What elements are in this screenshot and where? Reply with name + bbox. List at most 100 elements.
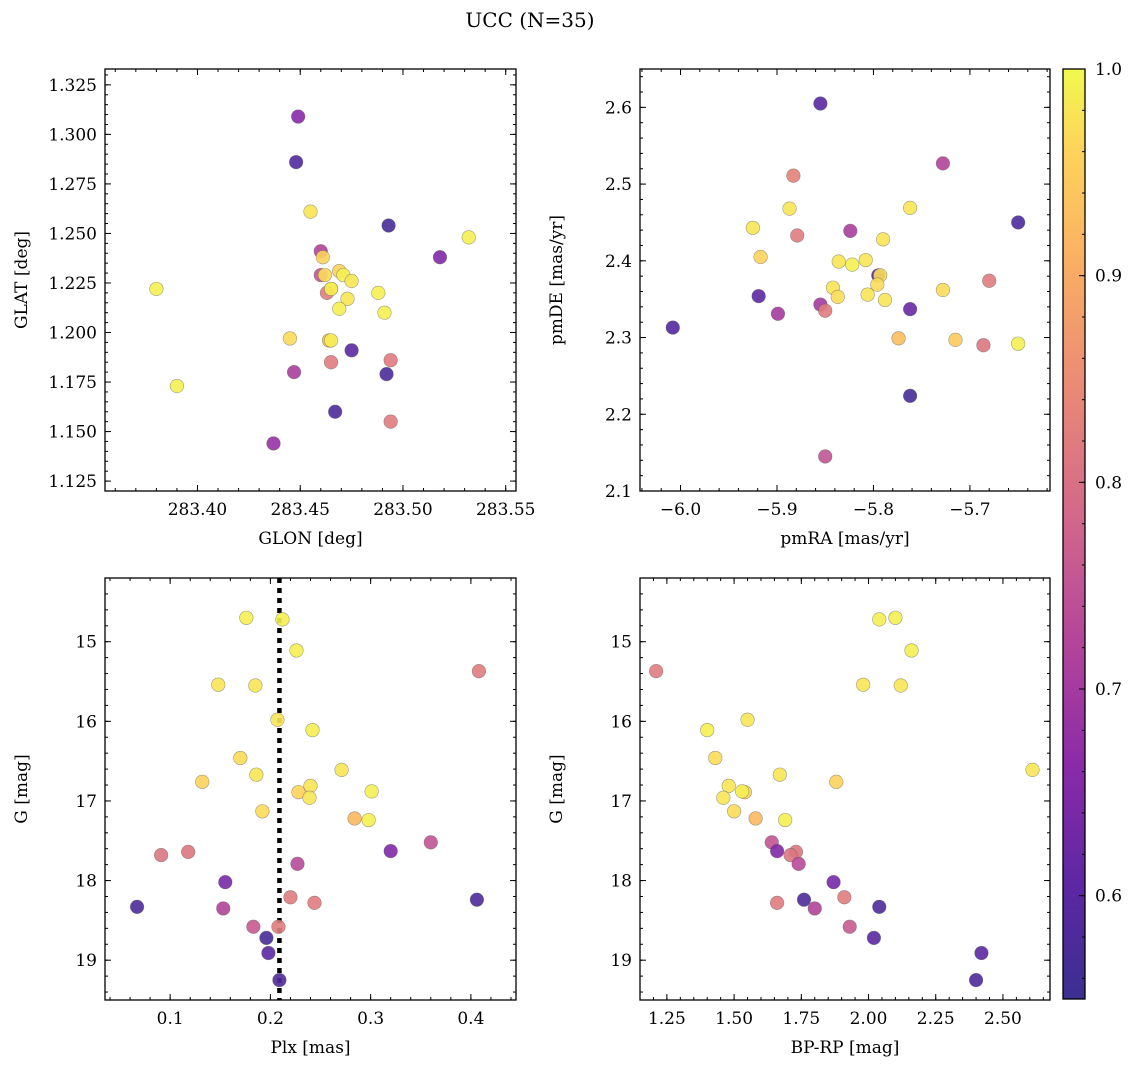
data-point [282,331,298,346]
x-tick-label: 2.50 [984,1009,1022,1029]
colorbar-tick-label: 0.6 [1095,887,1122,907]
data-point [770,895,785,910]
data-point [708,750,723,766]
y-axis-label: G [mag] [547,754,567,823]
x-tick-label: 0.4 [457,1009,484,1029]
data-point [305,722,320,738]
data-point [289,155,304,170]
data-point [303,204,318,219]
data-point [786,168,801,183]
data-point [328,404,343,419]
data-point [259,930,274,945]
panel-bprp-g: 1.25 1.50 1.75 2.00 2.25 2.50 15 16 17 18 19 BP-RP … [547,577,1051,1058]
data-point [976,338,991,353]
data-point [649,664,664,679]
data-point [876,232,891,247]
plot-frame [639,68,1051,492]
data-point [471,664,487,679]
x-axis-label: BP-RP [mag] [791,1038,900,1058]
data-point [778,812,793,828]
colorbar-gradient [1063,69,1085,999]
x-tick-label: −5.9 [756,500,797,520]
y-tick-label: 1.200 [48,324,97,344]
data-point [270,712,285,727]
data-point [1011,215,1026,230]
data-point [818,449,833,464]
y-tick-label: 18 [610,872,632,892]
data-point [271,919,286,934]
y-tick-label: 1.225 [48,274,97,294]
y-axis-label: pmDE [mas/yr] [547,215,567,345]
x-tick-label: 2.25 [917,1009,955,1029]
x-axis-label: pmRA [mas/yr] [780,529,909,549]
data-point [748,811,763,826]
data-point [423,835,438,850]
y-axis-label: GLAT [deg] [12,231,32,329]
x-tick-label: −5.7 [949,500,990,520]
data-point [783,847,798,863]
data-point [790,228,805,243]
x-tick-label: 1.75 [782,1009,820,1029]
data-point [347,811,362,826]
data-point [903,302,918,317]
data-point [216,901,231,916]
data-point [432,250,448,265]
x-axis-label: GLON [deg] [258,529,362,549]
data-point [332,301,347,316]
data-point [302,790,317,805]
x-tick-label: −6.0 [660,500,701,520]
y-tick-label: 2.2 [605,405,632,425]
data-point [361,812,376,828]
y-tick-label: 18 [75,872,97,892]
data-point [866,930,882,945]
data-point [255,804,270,819]
data-point [745,220,760,235]
data-point [323,281,339,297]
data-point [837,890,852,905]
data-point [948,332,963,347]
colorbar-tick-label: 1.0 [1095,60,1122,80]
panel-glon-glat: 283.40 283.45 283.50 283.55 1.125 1.150 1.175 1… [12,68,535,549]
data-point [753,249,768,265]
data-point [261,945,276,961]
data-point [891,331,906,346]
y-tick-label: 17 [610,792,632,812]
data-point [813,96,828,111]
x-tick-label: 2.00 [850,1009,888,1029]
panel-pmra-pmde: −6.0 −5.9 −5.8 −5.7 2.1 2.2 2.3 2.4 2.5 2.6 pmRA [… [547,68,1051,549]
data-point [831,254,846,269]
x-tick-label: 1.25 [648,1009,686,1029]
data-point [888,610,903,625]
y-tick-label: 2.3 [605,329,632,349]
data-point [239,610,254,625]
y-tick-label: 2.5 [605,175,632,195]
data-point [344,343,359,358]
data-point [893,678,908,693]
colorbar-tick-label: 0.7 [1095,680,1122,700]
data-point [829,774,844,789]
data-point [770,306,786,321]
colorbar-tick-label: 0.9 [1095,267,1122,287]
data-point [315,250,330,265]
data-point [903,388,918,403]
data-point [903,200,918,215]
data-point [935,282,951,298]
data-point [248,678,263,693]
data-point [721,778,736,793]
data-point [233,750,248,766]
data-point [469,892,485,907]
x-tick-label: 283.55 [476,500,535,520]
data-point [364,784,379,799]
data-point [307,895,322,910]
y-tick-label: 1.300 [48,125,97,145]
y-tick-label: 19 [75,951,97,971]
data-point [740,712,755,727]
data-point [169,378,185,394]
plot-frame [639,577,1051,1001]
data-point [860,287,875,302]
y-tick-label: 2.1 [605,482,632,502]
data-point [275,612,290,627]
data-point [877,292,893,308]
data-point [383,414,398,429]
x-tick-label: 0.2 [257,1009,284,1029]
